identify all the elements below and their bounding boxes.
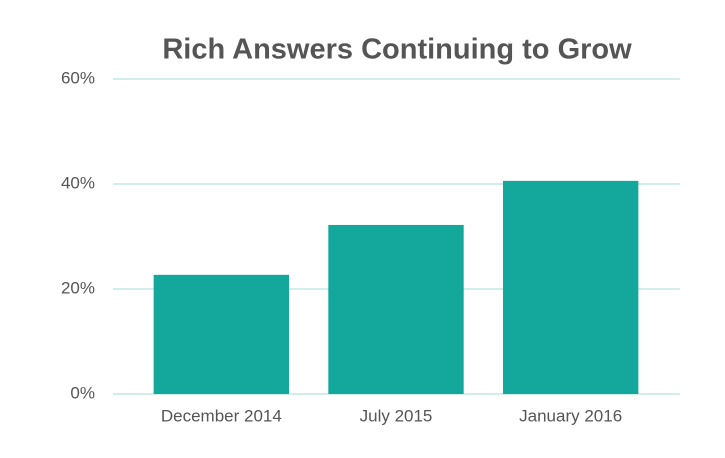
x-tick-label: December 2014 xyxy=(161,406,282,425)
x-tick-label: July 2015 xyxy=(360,406,433,425)
y-tick-label: 0% xyxy=(70,383,95,402)
bar xyxy=(328,224,464,394)
x-tick-label: January 2016 xyxy=(519,406,622,425)
chart-title: Rich Answers Continuing to Grow xyxy=(162,34,632,66)
y-tick-label: 40% xyxy=(61,173,95,192)
y-tick-label: 20% xyxy=(61,278,95,297)
y-tick-label: 60% xyxy=(61,68,95,87)
bar xyxy=(502,180,639,394)
bar xyxy=(153,274,290,394)
